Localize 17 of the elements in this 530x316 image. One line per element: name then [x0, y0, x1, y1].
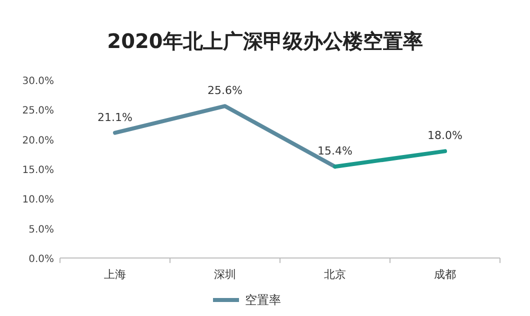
chart-title: 2020年北上广深甲级办公楼空置率 [107, 29, 423, 53]
x-tick-label: 北京 [324, 268, 346, 281]
data-label: 25.6% [208, 84, 242, 98]
data-label: 15.4% [318, 144, 352, 158]
y-tick-label: 20.0% [22, 135, 54, 146]
y-tick-label: 10.0% [22, 194, 54, 206]
data-label: 21.1% [98, 110, 132, 124]
y-tick-label: 30.0% [22, 76, 54, 87]
x-tick-label: 上海 [104, 268, 126, 281]
legend-label: 空置率 [245, 293, 281, 307]
x-tick-label: 成都 [434, 268, 456, 281]
y-tick-label: 0.0% [28, 254, 54, 265]
y-tick-label: 25.0% [22, 106, 54, 117]
y-tick-label: 5.0% [28, 224, 54, 236]
y-tick-label: 15.0% [22, 165, 54, 176]
data-label: 18.0% [428, 129, 462, 142]
x-tick-label: 深圳 [214, 268, 236, 281]
